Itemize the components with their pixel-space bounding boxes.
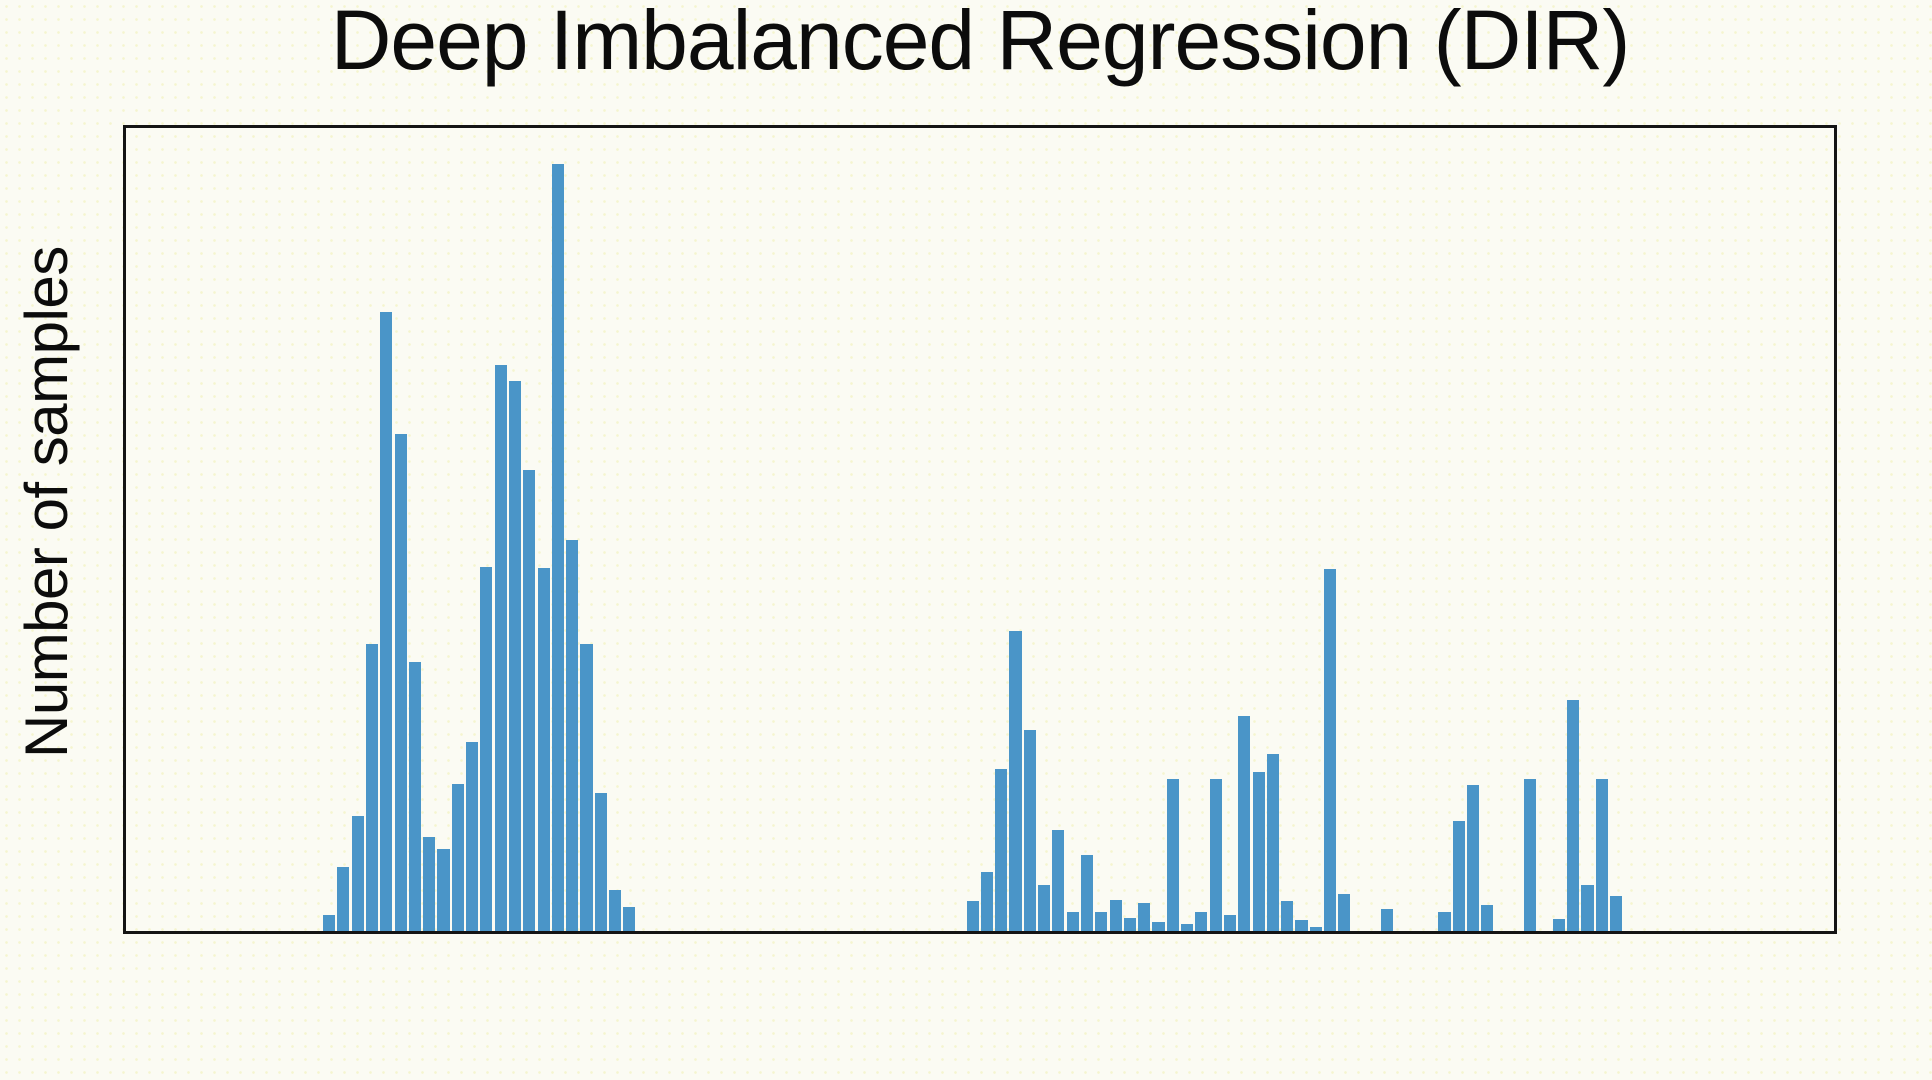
histogram-bar (580, 644, 593, 931)
histogram-bar (1338, 894, 1351, 931)
histogram-bar (1195, 912, 1208, 931)
histogram-bar (523, 470, 536, 931)
histogram-bar (537, 568, 550, 931)
histogram-bar (594, 793, 607, 931)
histogram-bar (623, 907, 636, 931)
histogram-bar (1080, 855, 1094, 931)
histogram-bar (1581, 885, 1594, 931)
histogram-bar (1467, 785, 1480, 931)
histogram-bar (380, 312, 393, 931)
histogram-bar (1009, 631, 1022, 931)
histogram-bar (1223, 915, 1237, 931)
histogram-bar (1038, 885, 1051, 931)
histogram-bar (551, 164, 564, 931)
histogram-bar (1095, 912, 1108, 931)
histogram-bar (1324, 569, 1337, 931)
histogram-bar (1023, 730, 1036, 931)
histogram-bar (423, 837, 436, 931)
histogram-bar (1209, 779, 1222, 931)
histogram-bar (1381, 909, 1394, 931)
histogram-bar (394, 434, 407, 931)
histogram-bar (1595, 779, 1608, 931)
histogram-bar (566, 540, 579, 931)
chart-title: Deep Imbalanced Regression (DIR) (330, 0, 1631, 87)
histogram-bar (609, 890, 622, 931)
histogram-bar (451, 784, 464, 931)
histogram-bars (126, 128, 1834, 931)
histogram-bar (1123, 918, 1136, 931)
histogram-bar (1309, 927, 1322, 931)
histogram-bar (480, 567, 493, 931)
histogram-bar (365, 644, 379, 931)
histogram-bar (1066, 912, 1079, 931)
histogram-bar (980, 872, 993, 931)
histogram-bar (1138, 903, 1151, 931)
histogram-bar (1295, 920, 1308, 931)
histogram-bar (1109, 900, 1122, 931)
y-axis-label: Number of samples (13, 246, 80, 758)
histogram-bar (1524, 779, 1537, 931)
histogram-bar (323, 915, 336, 931)
histogram-bar (995, 769, 1008, 931)
plot-area (123, 125, 1837, 934)
histogram-bar (337, 867, 350, 931)
histogram-bar (494, 365, 507, 931)
histogram-bar (1281, 901, 1294, 931)
histogram-bar (1252, 772, 1265, 931)
histogram-bar (1052, 830, 1065, 931)
histogram-bar (1610, 896, 1623, 931)
histogram-bar (1152, 922, 1165, 931)
histogram-bar (966, 901, 979, 931)
histogram-bar (1481, 905, 1494, 931)
histogram-bar (466, 742, 479, 931)
histogram-bar (437, 849, 450, 931)
histogram-bar (351, 816, 364, 931)
histogram-bar (508, 381, 522, 931)
histogram-bar (1567, 700, 1580, 931)
histogram-bar (1181, 924, 1194, 931)
histogram-bar (1552, 919, 1565, 931)
histogram-bar (1452, 821, 1465, 931)
histogram-bar (1438, 912, 1451, 931)
histogram-bar (408, 662, 421, 931)
histogram-bar (1266, 754, 1279, 931)
histogram-bar (1166, 779, 1179, 931)
histogram-bar (1238, 716, 1251, 931)
